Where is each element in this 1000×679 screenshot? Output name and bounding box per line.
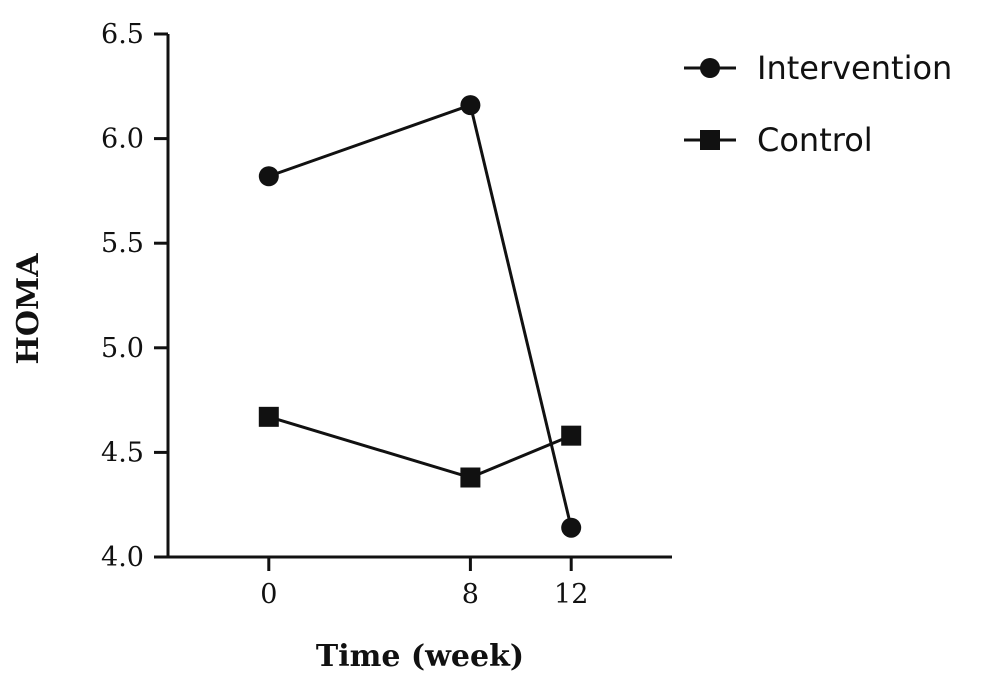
data-point-intervention bbox=[561, 517, 582, 538]
x-tick-label: 8 bbox=[462, 579, 479, 610]
x-tick-label: 0 bbox=[260, 579, 277, 610]
legend-label: Intervention bbox=[757, 49, 952, 87]
legend-label: Control bbox=[757, 121, 873, 159]
series-layer bbox=[258, 95, 582, 538]
data-point-control bbox=[460, 467, 481, 488]
y-tick-label: 6.5 bbox=[101, 19, 144, 50]
data-point-intervention bbox=[258, 166, 279, 187]
series-intervention bbox=[258, 95, 582, 538]
x-tick-label: 12 bbox=[554, 579, 588, 610]
series-control bbox=[258, 406, 582, 488]
series-line-intervention bbox=[268, 103, 573, 529]
legend-marker-circle bbox=[700, 58, 720, 78]
legend: Intervention Control bbox=[684, 49, 952, 159]
y-tick-label: 6.0 bbox=[101, 124, 144, 155]
data-point-control bbox=[561, 425, 582, 446]
y-tick-label: 4.5 bbox=[101, 437, 144, 468]
legend-marker-square bbox=[700, 130, 720, 150]
y-tick-label: 5.0 bbox=[101, 333, 144, 364]
data-point-control bbox=[258, 406, 279, 427]
data-point-intervention bbox=[460, 95, 481, 116]
y-tick-label: 5.5 bbox=[101, 228, 144, 259]
x-axis-title: Time (week) bbox=[316, 639, 524, 674]
axes: 4.0 4.5 5.0 5.5 6.0 6.5 0 8 12 bbox=[101, 19, 672, 610]
y-tick-label: 4.0 bbox=[101, 542, 144, 573]
y-axis-title: HOMA bbox=[11, 253, 46, 365]
legend-item-intervention: Intervention bbox=[684, 49, 952, 87]
series-line-control bbox=[268, 415, 572, 480]
legend-item-control: Control bbox=[684, 121, 873, 159]
